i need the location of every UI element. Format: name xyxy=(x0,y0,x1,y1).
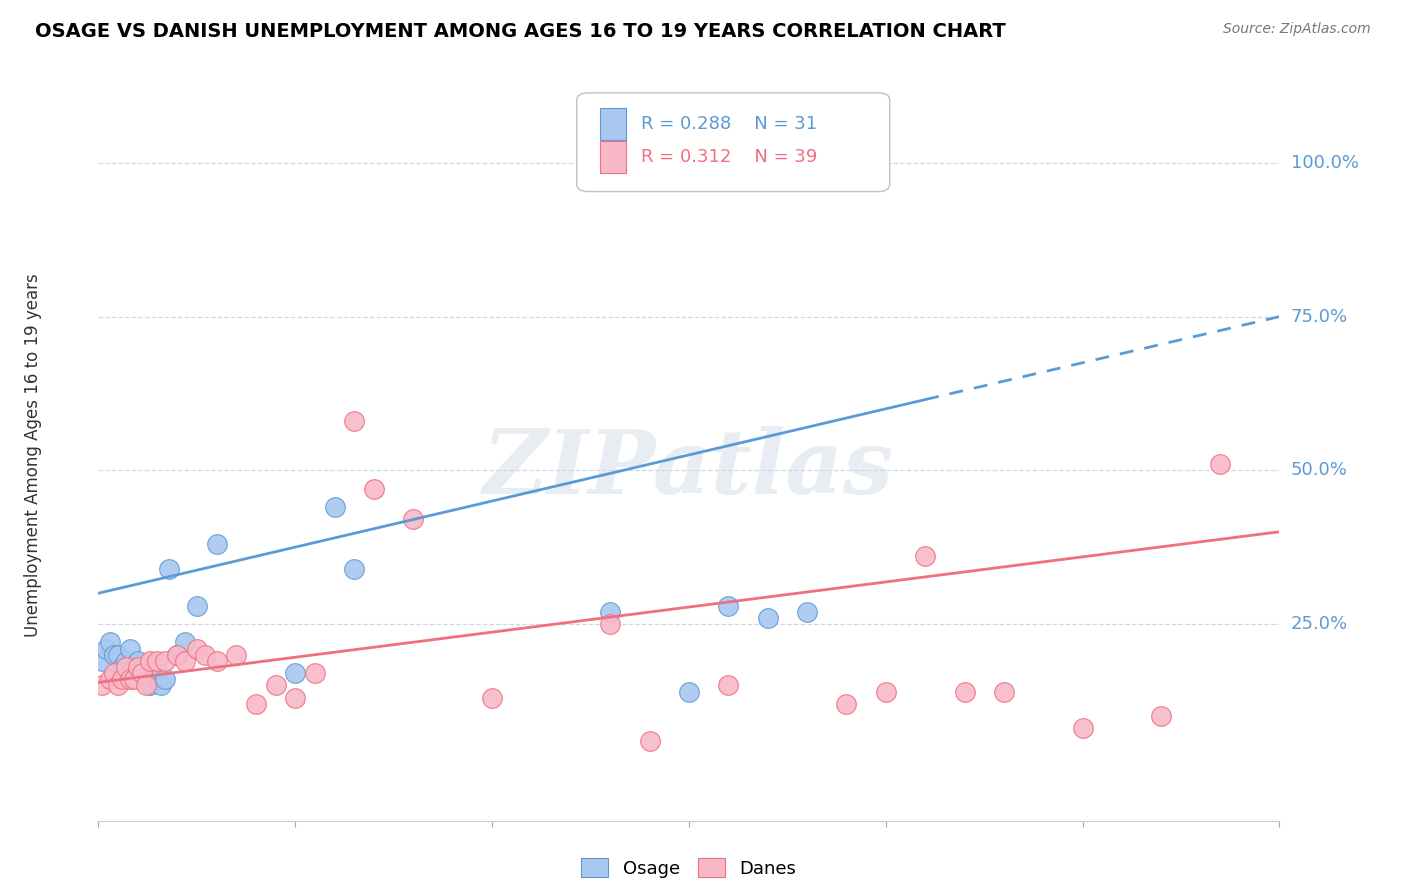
Point xyxy=(127,654,149,668)
Point xyxy=(96,641,118,656)
FancyBboxPatch shape xyxy=(600,108,626,140)
Point xyxy=(363,482,385,496)
Point xyxy=(111,660,134,674)
Point xyxy=(146,673,169,687)
Point xyxy=(245,697,267,711)
Point xyxy=(131,666,153,681)
Point xyxy=(138,678,160,692)
Point xyxy=(402,512,425,526)
Point xyxy=(194,648,217,662)
Point xyxy=(1071,722,1094,736)
Point xyxy=(98,635,121,649)
Text: R = 0.312    N = 39: R = 0.312 N = 39 xyxy=(641,148,817,166)
Point xyxy=(796,605,818,619)
Point xyxy=(138,654,160,668)
Point xyxy=(993,684,1015,698)
Point xyxy=(155,654,177,668)
Point xyxy=(599,616,621,631)
Point xyxy=(914,549,936,564)
Point xyxy=(111,673,134,687)
Point xyxy=(174,635,197,649)
Point xyxy=(166,648,188,662)
Point xyxy=(115,660,138,674)
Text: 75.0%: 75.0% xyxy=(1291,308,1348,326)
Point xyxy=(343,561,366,575)
Point xyxy=(678,684,700,698)
Point xyxy=(756,611,779,625)
Point xyxy=(875,684,897,698)
Point xyxy=(186,599,208,613)
Point xyxy=(284,690,307,705)
Text: ZIPatlas: ZIPatlas xyxy=(484,426,894,513)
Point xyxy=(323,500,346,515)
Point xyxy=(146,654,169,668)
Point xyxy=(174,654,197,668)
Point xyxy=(225,648,247,662)
Point xyxy=(122,660,145,674)
Point xyxy=(157,561,180,575)
Point xyxy=(815,156,838,170)
Text: Unemployment Among Ages 16 to 19 years: Unemployment Among Ages 16 to 19 years xyxy=(24,273,42,637)
Legend: Osage, Danes: Osage, Danes xyxy=(574,851,804,885)
Point xyxy=(118,673,141,687)
Point xyxy=(284,666,307,681)
Text: R = 0.288    N = 31: R = 0.288 N = 31 xyxy=(641,115,817,133)
Point xyxy=(717,678,740,692)
Text: 25.0%: 25.0% xyxy=(1291,615,1348,633)
Point xyxy=(186,641,208,656)
Text: 100.0%: 100.0% xyxy=(1291,154,1358,172)
Point xyxy=(127,660,149,674)
Point xyxy=(131,666,153,681)
Text: OSAGE VS DANISH UNEMPLOYMENT AMONG AGES 16 TO 19 YEARS CORRELATION CHART: OSAGE VS DANISH UNEMPLOYMENT AMONG AGES … xyxy=(35,22,1005,41)
Point xyxy=(118,641,141,656)
Point xyxy=(103,648,125,662)
Point xyxy=(953,684,976,698)
FancyBboxPatch shape xyxy=(600,141,626,173)
Point xyxy=(264,678,287,692)
Point xyxy=(343,414,366,428)
Point xyxy=(155,673,177,687)
Point xyxy=(107,648,129,662)
Point xyxy=(1150,709,1173,723)
Point xyxy=(638,733,661,747)
Point xyxy=(599,605,621,619)
Text: Source: ZipAtlas.com: Source: ZipAtlas.com xyxy=(1223,22,1371,37)
Point xyxy=(205,654,228,668)
Text: 50.0%: 50.0% xyxy=(1291,461,1347,479)
Point xyxy=(122,673,145,687)
Point xyxy=(103,666,125,681)
Point xyxy=(166,648,188,662)
Point xyxy=(1209,457,1232,471)
FancyBboxPatch shape xyxy=(576,93,890,192)
Point xyxy=(98,673,121,687)
Point xyxy=(91,678,114,692)
Point xyxy=(135,666,157,681)
Point xyxy=(205,537,228,551)
Point xyxy=(304,666,326,681)
Point xyxy=(835,697,858,711)
Point xyxy=(91,654,114,668)
Point xyxy=(142,666,165,681)
Point xyxy=(150,678,173,692)
Point xyxy=(135,678,157,692)
Point xyxy=(717,599,740,613)
Point xyxy=(481,690,503,705)
Point xyxy=(107,678,129,692)
Point xyxy=(115,654,138,668)
